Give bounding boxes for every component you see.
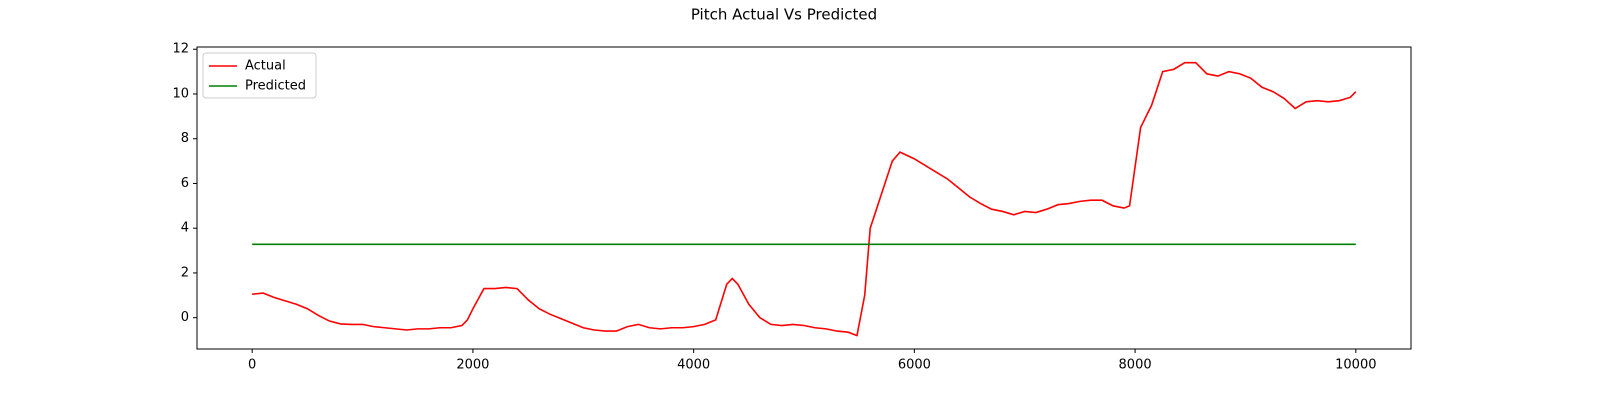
chart-title: Pitch Actual Vs Predicted bbox=[691, 6, 877, 24]
x-tick-label: 4000 bbox=[677, 358, 710, 373]
y-tick-label: 8 bbox=[181, 131, 189, 146]
legend-label: Predicted bbox=[245, 79, 306, 94]
y-tick-label: 12 bbox=[172, 42, 189, 57]
x-tick-label: 10000 bbox=[1335, 358, 1376, 373]
y-tick-label: 2 bbox=[181, 265, 189, 280]
y-tick-label: 4 bbox=[181, 221, 189, 236]
plot-frame bbox=[196, 46, 1412, 350]
y-tick-label: 6 bbox=[181, 176, 189, 191]
legend-label: Actual bbox=[245, 59, 286, 74]
x-tick-label: 0 bbox=[248, 358, 256, 373]
x-tick-label: 8000 bbox=[1119, 358, 1152, 373]
y-tick-label: 0 bbox=[181, 310, 189, 325]
line-series bbox=[252, 61, 1357, 337]
x-tick-label: 6000 bbox=[898, 358, 931, 373]
y-tick-label: 10 bbox=[172, 86, 189, 101]
x-tick-label: 2000 bbox=[456, 358, 489, 373]
